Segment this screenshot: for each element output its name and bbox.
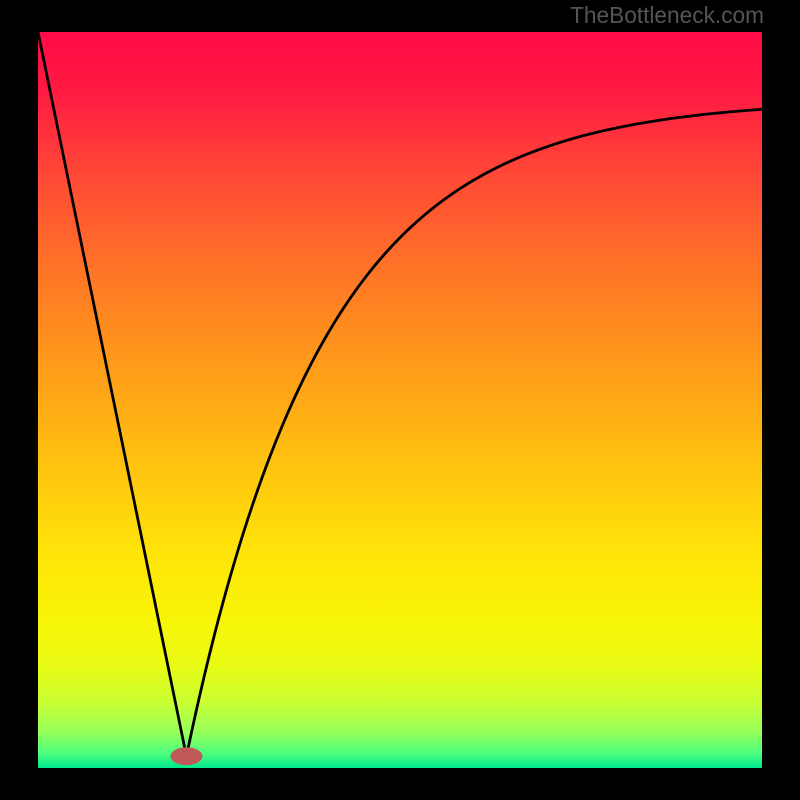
minimum-marker [170, 747, 202, 765]
chart-frame: TheBottleneck.com [0, 0, 800, 800]
attribution-text: TheBottleneck.com [570, 2, 764, 29]
plot-area [38, 32, 762, 768]
bottleneck-curve [38, 32, 762, 768]
